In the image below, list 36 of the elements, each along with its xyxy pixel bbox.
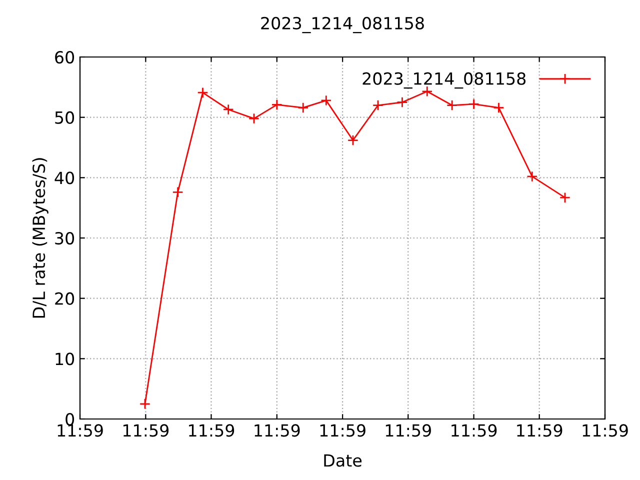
x-tick-label: 11:59 [386,424,431,437]
y-tick-label: 30 [55,232,74,245]
point [271,99,282,110]
legend-label: 2023_1214_081158 [362,72,526,89]
x-axis-title: Date [324,454,362,467]
chart-title: 2023_1214_081158 [261,16,424,34]
point [446,100,458,111]
y-tick-label: 40 [54,172,74,184]
y-tick-label: 0 [66,412,74,426]
point [396,96,408,108]
point [493,102,504,114]
x-tick-label: 11:59 [123,424,169,437]
point [320,94,332,106]
x-tick-label: 11:59 [320,424,366,437]
y-tick-label: 60 [55,50,74,64]
x-tick-label: 11:59 [189,424,234,437]
point [139,398,151,410]
x-tick-label: 11:59 [582,424,628,437]
point [347,134,359,146]
x-tick-label: 11:59 [254,424,300,437]
point [468,98,480,110]
x-tick-label: 11:59 [517,424,562,437]
point [197,87,208,98]
point [172,186,184,198]
y-tick-label: 10 [56,352,74,366]
point [526,170,538,182]
point [248,112,260,124]
point [372,100,384,111]
x-tick-label: 11:59 [452,424,497,437]
y-tick-label: 20 [55,292,74,305]
point [298,102,309,114]
y-tick-label: 50 [55,111,74,124]
point [559,192,571,204]
y-axis-title: D/L rate (MBytes/S) [32,158,48,318]
point [222,104,234,116]
x-tick-label: 11:59 [58,424,103,437]
